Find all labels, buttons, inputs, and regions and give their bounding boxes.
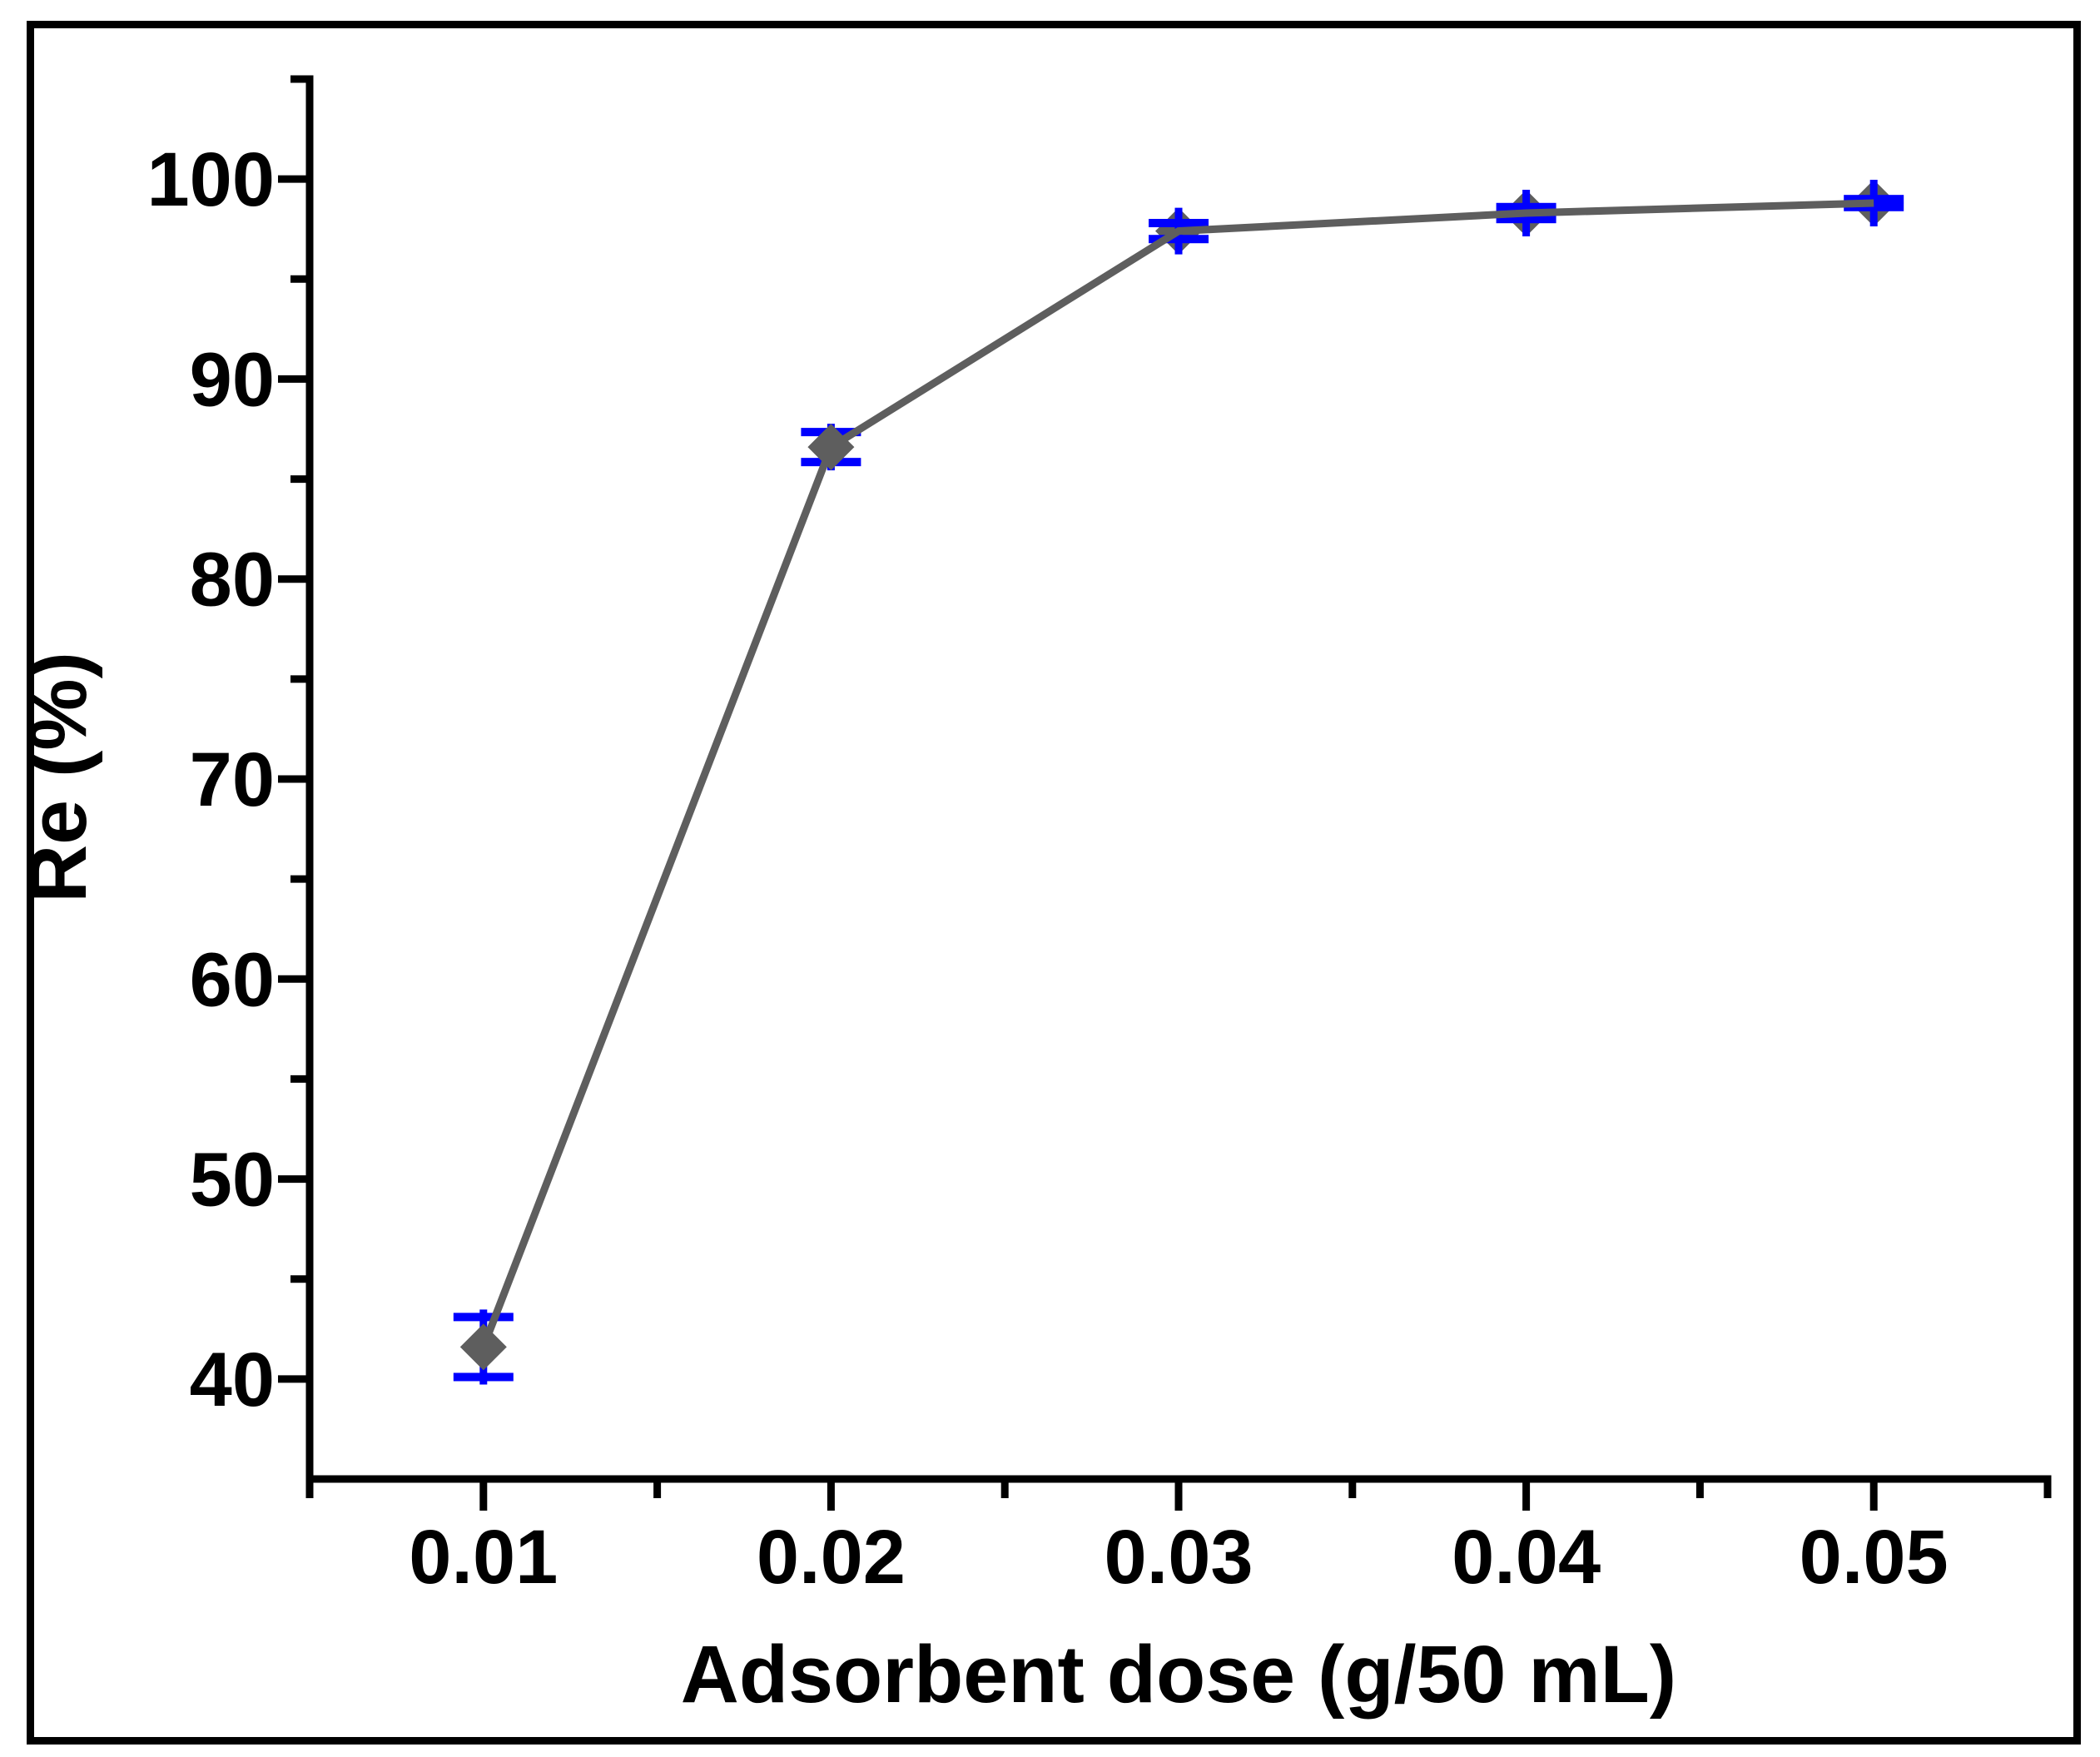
axes bbox=[278, 75, 2052, 1511]
x-tick-label-0.03: 0.03 bbox=[1104, 1515, 1253, 1600]
x-tick-label-0.01: 0.01 bbox=[409, 1515, 558, 1600]
error-bar-cap-bottom bbox=[1844, 202, 1904, 211]
error-bar-cap-bottom bbox=[1496, 215, 1556, 224]
y-tick-label-70: 70 bbox=[190, 737, 275, 822]
figure-border bbox=[27, 21, 2081, 1745]
x-tick-label-0.05: 0.05 bbox=[1800, 1515, 1949, 1600]
error-bar-cap-top bbox=[1496, 202, 1556, 211]
x-tick-label-0.02: 0.02 bbox=[757, 1515, 906, 1600]
y-tick-label-50: 50 bbox=[190, 1138, 275, 1223]
y-tick-label-90: 90 bbox=[190, 337, 275, 422]
data-point-marker bbox=[807, 424, 855, 471]
x-tick-labels: 0.01 0.02 0.03 0.04 0.05 bbox=[409, 1515, 1948, 1600]
error-bar-cap-top bbox=[1149, 219, 1209, 228]
error-bars bbox=[453, 179, 1904, 1385]
data-point-marker bbox=[459, 1323, 507, 1371]
y-tick-label-40: 40 bbox=[190, 1338, 275, 1422]
y-tick-label-100: 100 bbox=[147, 137, 276, 222]
error-bar-cap-bottom bbox=[1149, 235, 1209, 244]
y-tick-label-60: 60 bbox=[190, 937, 275, 1022]
error-bar-cap-top bbox=[453, 1313, 514, 1322]
error-bar-cap-top bbox=[1844, 195, 1904, 204]
y-axis-title: Re (%) bbox=[12, 652, 103, 903]
markers-over bbox=[459, 424, 855, 1371]
y-tick-labels: 40 50 60 70 80 90 100 bbox=[147, 137, 276, 1422]
error-bar-cap-bottom bbox=[453, 1372, 514, 1382]
x-axis-title: Adsorbent dose (g/50 mL) bbox=[681, 1629, 1676, 1720]
x-tick-label-0.04: 0.04 bbox=[1452, 1515, 1601, 1600]
series-line bbox=[479, 199, 1874, 1349]
y-tick-label-80: 80 bbox=[190, 538, 275, 623]
